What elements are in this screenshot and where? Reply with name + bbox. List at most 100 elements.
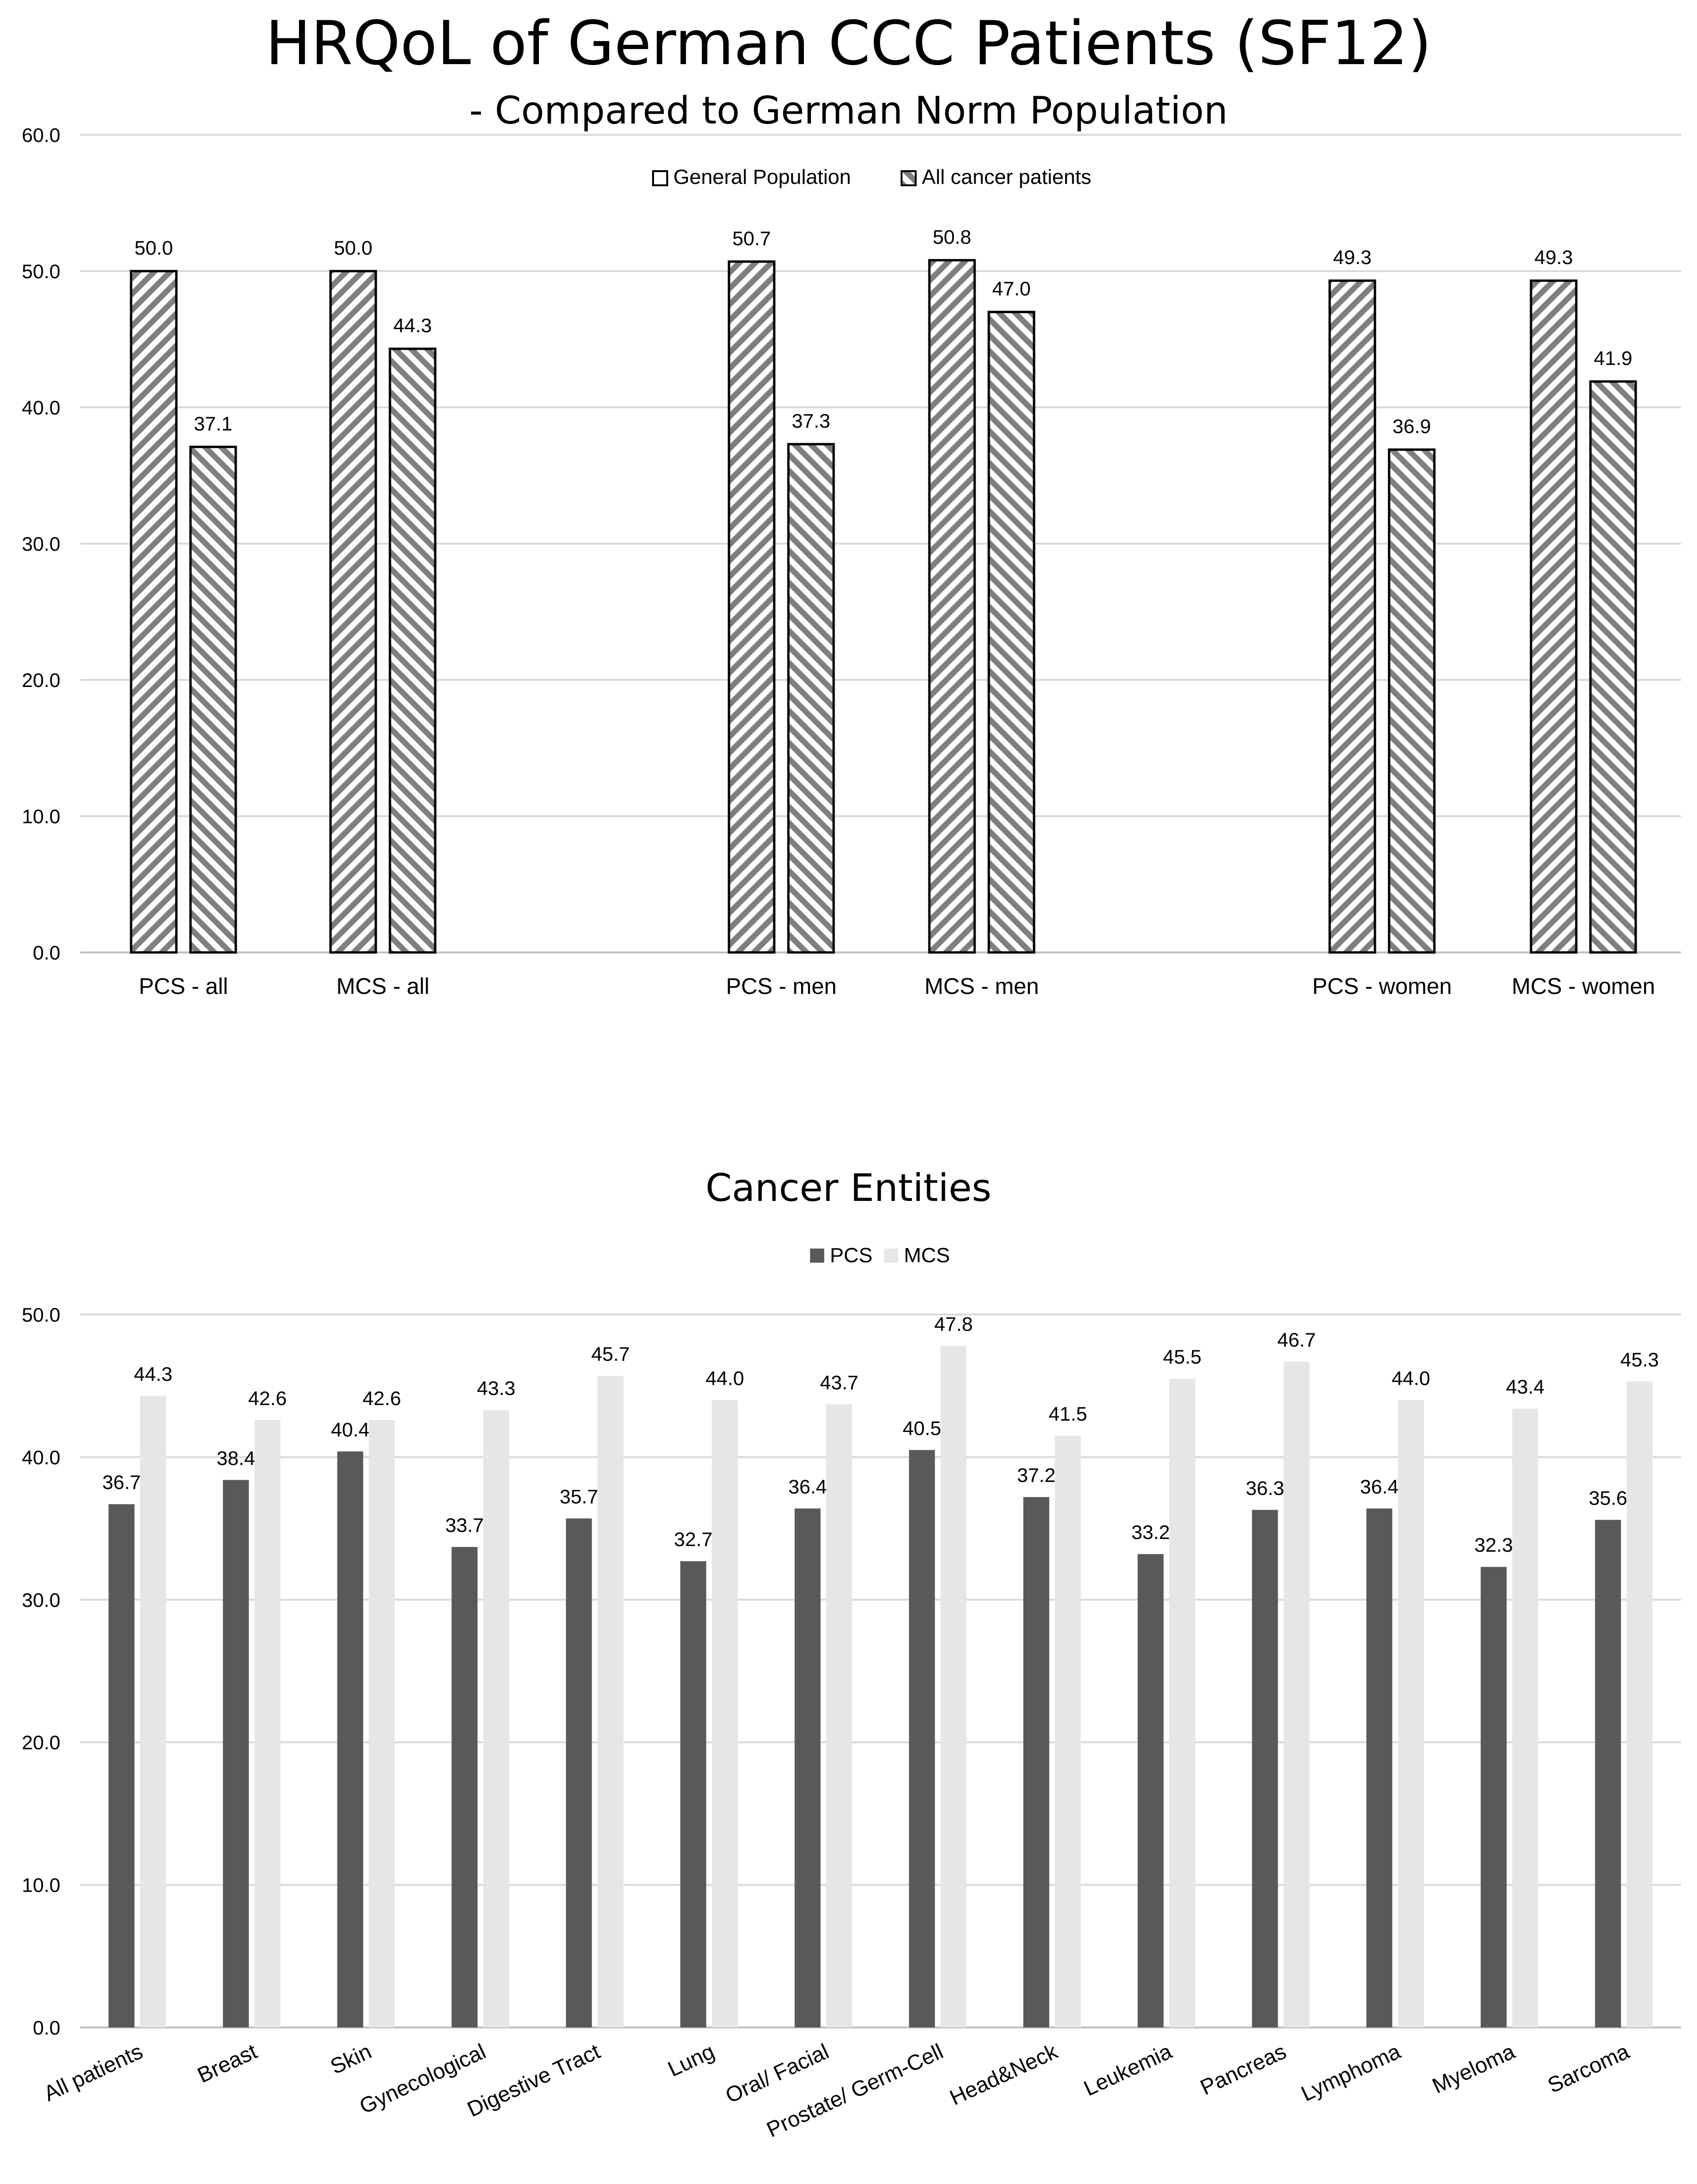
chart1-title: HRQoL of German CCC Patients (SF12) (265, 8, 1432, 79)
bar-pcs-pancreas (1252, 1510, 1278, 2027)
bar-pcs-myeloma (1481, 1567, 1507, 2027)
x-tick-label: All patients (40, 2039, 147, 2106)
data-label: 45.3 (1620, 1348, 1659, 1371)
bar-all-cancer-patients-pcs-men (787, 443, 835, 954)
data-label: 44.0 (705, 1367, 744, 1389)
x-tick-label: Pancreas (1196, 2039, 1290, 2100)
data-label: 43.7 (820, 1372, 859, 1394)
data-label: 44.3 (393, 314, 432, 337)
bar-pcs-skin (337, 1451, 364, 2027)
bar-pcs-all-patients (108, 1504, 135, 2027)
data-label: 37.3 (792, 410, 830, 432)
chart1-subtitle: - Compared to German Norm Population (469, 89, 1228, 132)
data-label: 41.9 (1594, 347, 1632, 369)
legend-label-pcs: PCS (830, 1244, 872, 1267)
data-label: 36.3 (1246, 1477, 1284, 1499)
data-label: 47.0 (992, 278, 1031, 300)
x-tick-label: PCS - all (139, 974, 228, 999)
chart1-legend: General Population All cancer patients (652, 165, 1092, 189)
legend-swatch-all-cancer-patients (901, 170, 917, 186)
data-label: 38.4 (216, 1447, 255, 1469)
y-tick-label: 20.0 (22, 1731, 60, 1754)
x-tick-label: MCS - all (336, 974, 429, 999)
bar-general-population-mcs-women (1530, 279, 1578, 954)
x-tick-label: Sarcoma (1544, 2039, 1633, 2098)
bar-pcs-gynecological (451, 1547, 478, 2027)
data-label: 36.9 (1392, 415, 1431, 438)
data-label: 45.5 (1163, 1346, 1201, 1368)
data-label: 47.8 (934, 1313, 973, 1335)
chart2-plot: 0.0 10.0 20.0 30.0 40.0 50.0 PCS MCS 36.7 44.3… (22, 1244, 1681, 2142)
data-label: 43.3 (477, 1377, 515, 1399)
y-tick-label: 20.0 (22, 669, 60, 691)
y-tick-label: 0.0 (33, 2017, 60, 2039)
data-label: 40.5 (902, 1417, 941, 1439)
x-tick-label: Lymphoma (1297, 2039, 1404, 2106)
bar-pcs-oral-facial (795, 1508, 821, 2027)
x-tick-label: Head&Neck (946, 2039, 1061, 2110)
data-label: 33.2 (1131, 1521, 1170, 1543)
bar-mcs-lymphoma (1398, 1400, 1424, 2027)
legend-label-all-cancer-patients: All cancer patients (922, 165, 1092, 189)
bar-mcs-gynecological (483, 1410, 509, 2027)
legend-label-mcs: MCS (904, 1244, 950, 1267)
data-label: 50.0 (134, 237, 173, 259)
bar-all-cancer-patients-pcs-all (189, 446, 237, 954)
data-label: 37.2 (1017, 1464, 1056, 1486)
legend-swatch-pcs (810, 1249, 824, 1263)
bar-pcs-breast (223, 1480, 249, 2027)
data-label: 32.7 (674, 1528, 712, 1550)
data-label: 36.7 (102, 1471, 141, 1493)
data-label: 35.6 (1589, 1487, 1627, 1509)
y-tick-label: 60.0 (22, 124, 60, 146)
y-tick-label: 10.0 (22, 805, 60, 827)
bar-mcs-oral-facial (826, 1404, 853, 2027)
data-label: 49.3 (1534, 246, 1573, 268)
legend-swatch-general-population (652, 170, 668, 186)
bar-pcs-leukemia (1137, 1554, 1164, 2027)
data-label: 41.5 (1049, 1403, 1087, 1425)
bar-all-cancer-patients-mcs-men (987, 311, 1035, 954)
bar-mcs-lung (712, 1400, 738, 2027)
data-label: 37.1 (194, 413, 232, 435)
chart2-title: Cancer Entities (705, 1166, 992, 1210)
data-label: 49.3 (1333, 246, 1372, 268)
data-label: 43.4 (1506, 1376, 1545, 1398)
x-tick-label: MCS - men (925, 974, 1039, 999)
data-label: 36.4 (788, 1475, 827, 1497)
bar-mcs-digestive-tract (597, 1376, 624, 2027)
bar-mcs-prostate-germ-cell (940, 1346, 967, 2027)
bar-mcs-skin (369, 1420, 395, 2027)
legend-label-general-population: General Population (673, 165, 851, 189)
data-label: 44.3 (134, 1363, 173, 1385)
bar-all-cancer-patients-mcs-women (1589, 380, 1637, 954)
data-label: 50.0 (334, 237, 373, 259)
x-tick-label: Leukemia (1080, 2039, 1175, 2101)
y-tick-label: 30.0 (22, 533, 60, 555)
x-tick-label: Myeloma (1428, 2039, 1518, 2098)
x-tick-label: Skin (326, 2039, 375, 2079)
chart1-plot: 0.0 10.0 20.0 30.0 40.0 50.0 60.0 General Popu… (22, 124, 1681, 999)
y-tick-label: 50.0 (22, 260, 60, 282)
x-tick-label: Breast (194, 2039, 261, 2087)
y-tick-label: 40.0 (22, 1446, 60, 1468)
bar-mcs-breast (254, 1420, 281, 2027)
bar-general-population-mcs-men (928, 259, 976, 954)
bar-pcs-digestive-tract (566, 1518, 592, 2027)
data-label: 35.7 (560, 1485, 598, 1507)
x-tick-label: PCS - women (1312, 974, 1452, 999)
bar-pcs-lung (680, 1561, 706, 2027)
bar-general-population-pcs-men (728, 260, 776, 954)
data-label: 32.3 (1474, 1534, 1513, 1556)
bar-all-cancer-patients-pcs-women (1388, 448, 1436, 954)
x-tick-label: MCS - women (1512, 974, 1655, 999)
bar-mcs-myeloma (1512, 1408, 1539, 2027)
bar-general-population-pcs-women (1328, 279, 1376, 954)
data-label: 33.7 (445, 1514, 484, 1536)
bar-pcs-lymphoma (1366, 1508, 1392, 2027)
bar-mcs-all-patients (140, 1396, 166, 2027)
y-tick-label: 30.0 (22, 1589, 60, 1611)
data-label: 50.8 (933, 226, 971, 248)
bar-general-population-mcs-all (329, 270, 377, 954)
data-label: 45.7 (591, 1343, 630, 1365)
